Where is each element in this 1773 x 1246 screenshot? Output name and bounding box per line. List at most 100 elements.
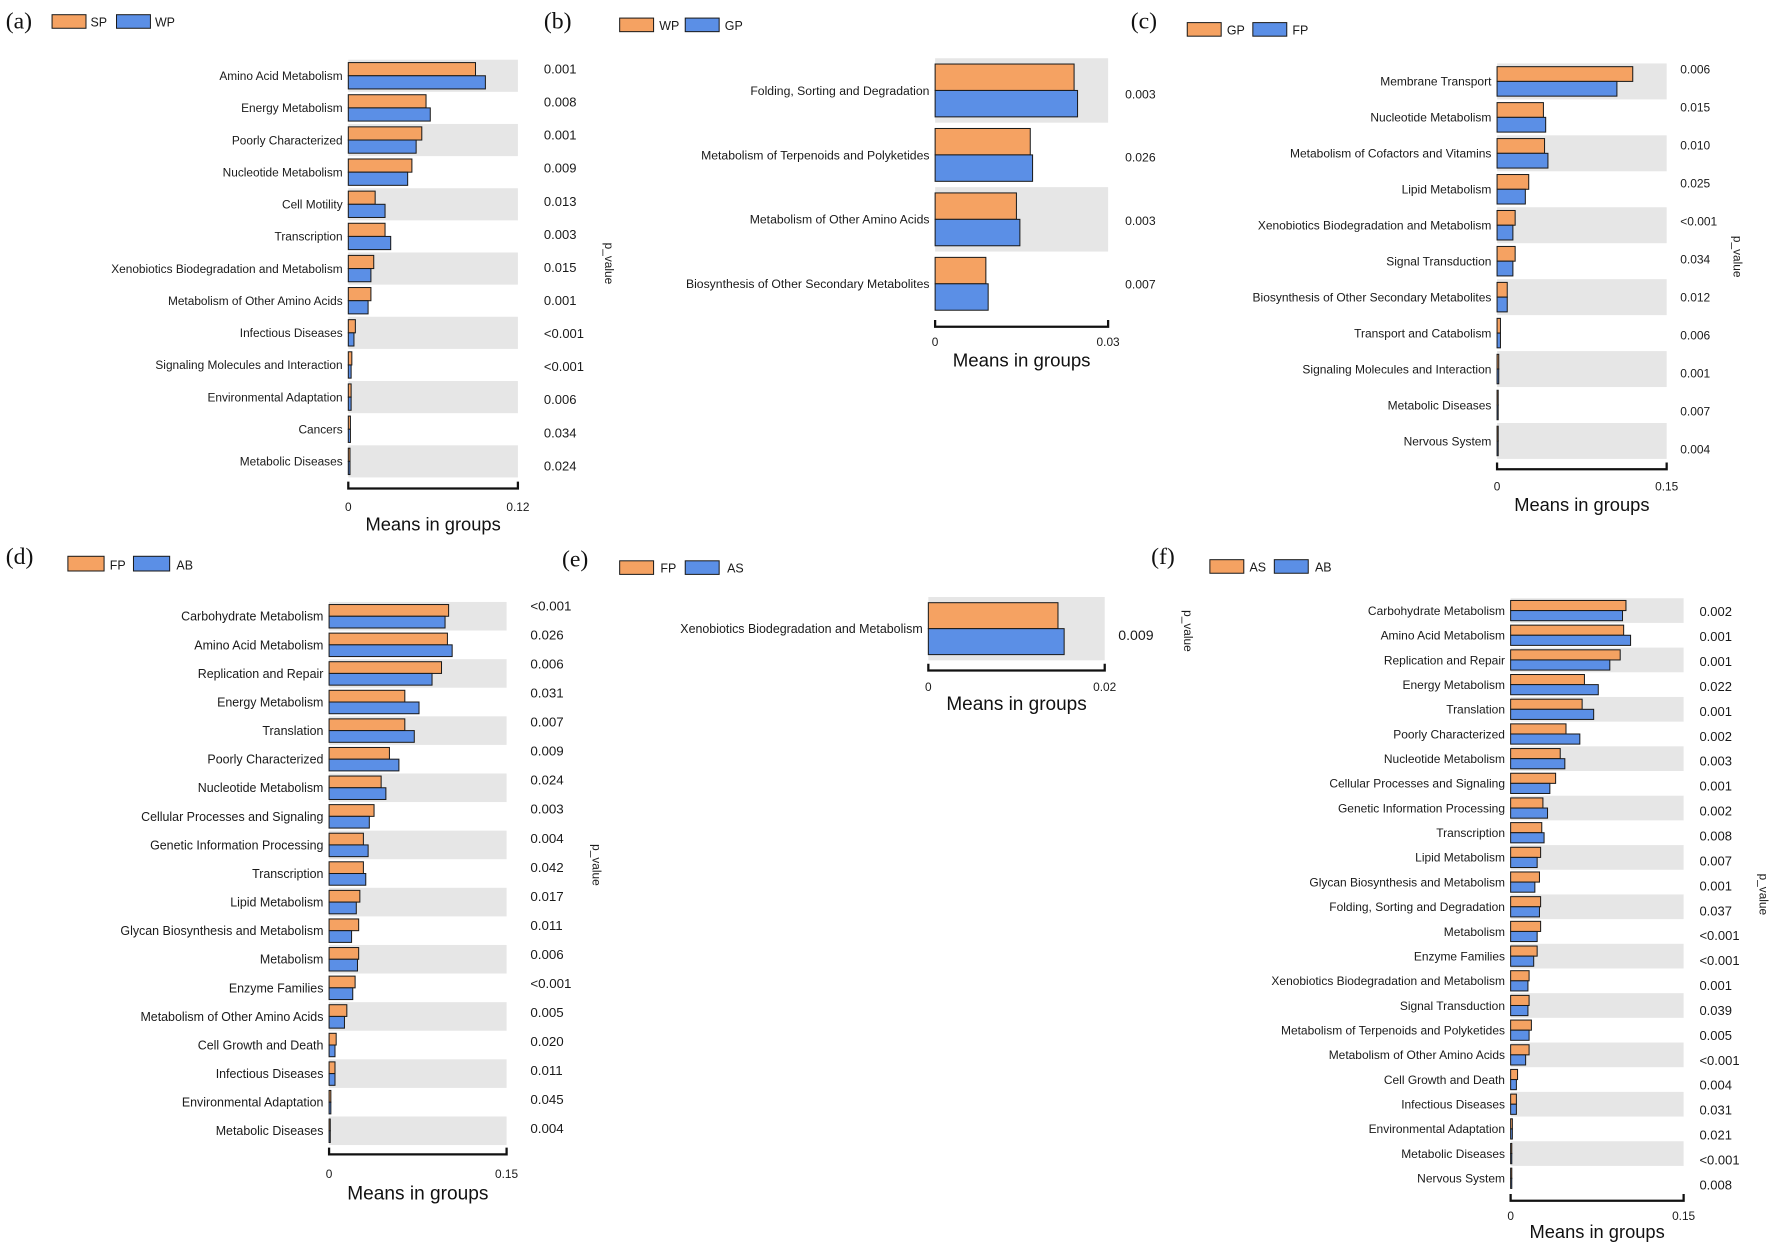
bar-c-nervous-system-gp <box>1496 425 1499 442</box>
x-tick-label: 0 <box>345 500 352 514</box>
bar-a-energy-metabolism-sp <box>347 94 427 109</box>
category-label: Folding, Sorting and Degradation <box>750 84 929 98</box>
category-label: Folding, Sorting and Degradation <box>1329 900 1505 914</box>
bar-f-metabolism-of-terpenoids-and-polyketides-ab <box>1510 1029 1530 1041</box>
bar-c-signaling-molecules-and-interaction-fp <box>1496 368 1500 385</box>
category-label: Metabolism of Other Amino Acids <box>1329 1048 1505 1062</box>
legend-swatch-as <box>1209 559 1245 574</box>
row-band-metabolic-diseases <box>329 1116 507 1146</box>
bar-c-metabolism-of-cofactors-and-vitamins-fp <box>1496 152 1549 169</box>
bar-b-folding-sorting-and-degradation-wp <box>934 63 1075 91</box>
p-value: 0.007 <box>1125 277 1156 291</box>
legend-swatch-as <box>684 560 720 575</box>
p-value: 0.005 <box>530 1005 563 1020</box>
bar-c-biosynthesis-of-other-secondary-metabolites-fp <box>1496 296 1508 313</box>
category-label: Metabolism of Other Amino Acids <box>140 1010 323 1024</box>
p-value: 0.008 <box>544 95 577 110</box>
p-value: 0.024 <box>544 458 577 473</box>
p-value: 0.009 <box>544 161 577 176</box>
category-label: Metabolism <box>260 953 324 967</box>
bar-f-cell-growth-and-death-as <box>1510 1068 1519 1081</box>
bar-f-poorly-characterized-as <box>1510 723 1567 735</box>
p-value: 0.037 <box>1699 903 1732 918</box>
x-axis-line <box>933 319 1110 328</box>
category-label: Environmental Adaptation <box>1369 1122 1505 1136</box>
category-label: Translation <box>262 724 323 738</box>
p-value: 0.042 <box>530 860 563 875</box>
bar-a-transcription-sp <box>347 222 386 237</box>
p-value: 0.034 <box>1680 252 1710 266</box>
p-value: 0.021 <box>1699 1128 1732 1143</box>
category-label: Transcription <box>252 867 323 881</box>
category-label: Metabolic Diseases <box>1401 1147 1505 1161</box>
bar-d-nucleotide-metabolism-ab <box>328 787 387 800</box>
p-value: 0.024 <box>530 773 564 788</box>
p-value: 0.002 <box>1699 804 1732 819</box>
legend-label-ab: AB <box>1315 561 1332 575</box>
category-label: Glycan Biosynthesis and Metabolism <box>120 924 323 938</box>
p-value: 0.004 <box>530 831 564 846</box>
bar-f-infectious-diseases-ab <box>1510 1103 1517 1115</box>
bar-d-metabolism-fp <box>328 947 360 960</box>
category-label: Infectious Diseases <box>240 326 343 340</box>
bar-d-infectious-diseases-ab <box>328 1073 336 1086</box>
legend-swatch-wp <box>619 17 655 33</box>
category-label: Metabolic Diseases <box>216 1124 324 1138</box>
legend-swatch-sp <box>51 14 87 29</box>
p-value: <0.001 <box>1699 953 1739 968</box>
x-tick-label: 0 <box>1494 480 1501 494</box>
x-tick-label: 0.15 <box>1655 480 1678 494</box>
category-label: Poorly Characterized <box>232 133 343 147</box>
bar-d-metabolism-of-other-amino-acids-ab <box>328 1015 345 1029</box>
bar-c-xenobiotics-biodegradation-and-metabolism-fp <box>1496 224 1514 241</box>
row-band-xenobiotics-biodegradation-and-metabolism <box>348 252 518 285</box>
bar-f-cellular-processes-and-signaling-as <box>1510 772 1557 784</box>
p-value: 0.004 <box>530 1121 564 1136</box>
bar-f-environmental-adaptation-as <box>1510 1118 1513 1130</box>
p-value: 0.031 <box>530 686 563 701</box>
p-value: 0.005 <box>1699 1028 1732 1043</box>
row-band-metabolism-of-other-amino-acids <box>329 1002 507 1031</box>
bar-d-environmental-adaptation-fp <box>328 1089 332 1103</box>
p-value: 0.006 <box>530 657 563 672</box>
category-label: Nervous System <box>1417 1172 1505 1186</box>
category-label: Replication and Repair <box>198 667 324 681</box>
bar-a-metabolic-diseases-wp <box>347 460 351 476</box>
p-value: 0.001 <box>1699 654 1732 669</box>
category-label: Membrane Transport <box>1380 75 1492 89</box>
p-value-axis-label: p_value <box>1730 236 1744 278</box>
category-label: Energy Metabolism <box>217 695 323 709</box>
row-band-metabolism-of-other-amino-acids <box>1510 1042 1684 1068</box>
category-label: Energy Metabolism <box>241 101 343 115</box>
x-axis-line <box>347 481 520 490</box>
bar-d-cell-growth-and-death-fp <box>328 1032 337 1046</box>
category-label: Metabolism of Other Amino Acids <box>168 294 343 308</box>
p-value: 0.003 <box>544 227 577 242</box>
p-value: 0.003 <box>1125 87 1156 101</box>
category-label: Cell Growth and Death <box>1384 1073 1505 1087</box>
p-value: <0.001 <box>530 976 571 991</box>
p-value: 0.008 <box>1699 828 1732 843</box>
p-value: 0.006 <box>1680 328 1710 342</box>
bar-f-signal-transduction-as <box>1510 994 1530 1007</box>
category-label: Signaling Molecules and Interaction <box>1302 362 1491 376</box>
bar-e-xenobiotics-biodegradation-and-metabolism-as <box>927 628 1065 656</box>
p-value: 0.025 <box>1680 176 1710 190</box>
p-value: 0.013 <box>544 194 577 209</box>
bar-e-xenobiotics-biodegradation-and-metabolism-fp <box>927 602 1059 630</box>
bar-a-signaling-molecules-and-interaction-sp <box>347 351 353 366</box>
bar-f-metabolism-of-other-amino-acids-as <box>1510 1044 1530 1056</box>
category-label: Lipid Metabolism <box>230 896 323 910</box>
bar-d-poorly-characterized-fp <box>328 746 390 760</box>
p-value: 0.006 <box>530 947 563 962</box>
panel-label-b: (b) <box>544 8 572 34</box>
legend-swatch-fp <box>1252 22 1288 37</box>
bar-a-poorly-characterized-sp <box>347 126 423 141</box>
bar-a-metabolic-diseases-sp <box>347 447 351 462</box>
bar-f-translation-ab <box>1510 708 1595 720</box>
p-value: 0.001 <box>1699 878 1732 893</box>
bar-d-amino-acid-metabolism-fp <box>328 632 448 646</box>
x-tick-label: 0 <box>925 680 932 694</box>
category-label: Cell Motility <box>282 198 343 212</box>
